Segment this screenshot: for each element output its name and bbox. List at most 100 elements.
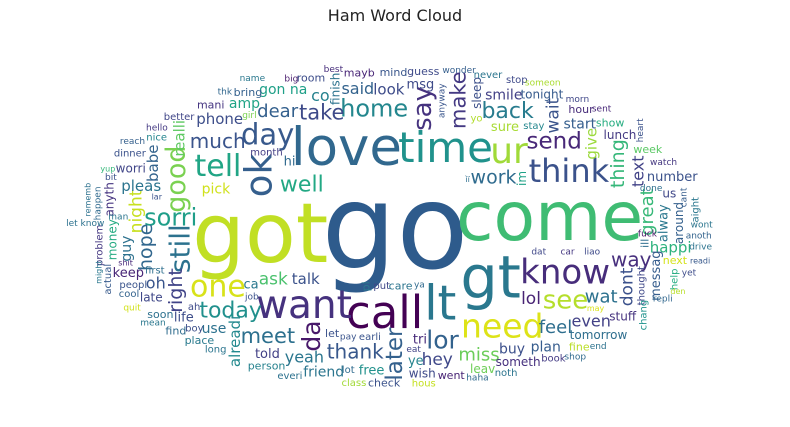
word-babe: babe xyxy=(144,144,162,181)
word-say: say xyxy=(408,86,438,131)
word-help: help xyxy=(670,269,681,291)
word-guy: guy xyxy=(119,236,135,262)
word-noth: noth xyxy=(495,368,518,379)
word-hi: hi xyxy=(284,155,296,170)
word-ask: ask xyxy=(259,270,288,290)
word-place: place xyxy=(185,334,215,347)
word-smile: smile xyxy=(485,87,522,103)
word-book: book xyxy=(541,354,566,365)
word-mani: mani xyxy=(197,98,224,111)
word-give: give xyxy=(582,128,600,160)
word-earli: earli xyxy=(359,332,381,343)
word-wonder: wonder xyxy=(442,66,476,76)
word-shit: shit xyxy=(118,259,133,268)
word-amp: amp xyxy=(229,96,260,112)
word-co: co xyxy=(311,86,330,105)
chart-title: Ham Word Cloud xyxy=(327,6,463,25)
word-cool: cool xyxy=(119,289,140,300)
word-lunch: lunch xyxy=(604,128,637,142)
word-ìï: ìï xyxy=(464,175,470,184)
word-want: want xyxy=(256,283,352,328)
word-im: im xyxy=(515,171,529,186)
word-man: man xyxy=(108,212,128,222)
word-stop: stop xyxy=(506,75,528,86)
word-msg: msg xyxy=(407,77,435,92)
word-show: show xyxy=(596,117,624,130)
word-phone: phone xyxy=(196,110,243,128)
word-keep: keep xyxy=(113,266,144,281)
word-girl: girl xyxy=(242,111,256,121)
word-may: may xyxy=(587,304,605,313)
word-class: class xyxy=(342,378,367,389)
word-everi: everi xyxy=(277,371,302,382)
word-mind: mind xyxy=(380,66,408,79)
word-number: number xyxy=(647,170,698,185)
word-next: next xyxy=(663,254,688,267)
word-ah: ah xyxy=(188,302,200,313)
word-leav: leav xyxy=(470,362,495,376)
word-finish: finish xyxy=(329,73,343,105)
word-well: well xyxy=(280,172,324,197)
word-tomorrow: tomorrow xyxy=(570,328,628,342)
word-aight: aight xyxy=(691,197,702,223)
word-put: put xyxy=(373,281,390,292)
word-happen: happen xyxy=(93,186,103,220)
word-stuff: stuff xyxy=(609,309,637,323)
word-hous: hous xyxy=(412,379,436,390)
word-later: later xyxy=(382,327,408,381)
word-ok: ok xyxy=(237,153,280,198)
word-tonight: tonight xyxy=(520,87,563,101)
word-us: us xyxy=(662,187,676,201)
word-thought: thought xyxy=(637,266,648,305)
word-sleep: sleep xyxy=(470,77,484,109)
word-free: free xyxy=(359,363,385,378)
word-morn: morn xyxy=(566,95,590,105)
word-done: done xyxy=(640,184,663,194)
word-anoth: anoth xyxy=(686,231,712,241)
word-yo: yo xyxy=(470,113,482,124)
word-bit: bit xyxy=(105,173,117,183)
word-late: late xyxy=(140,290,163,304)
word-money: money xyxy=(105,219,119,260)
word-tri: tri xyxy=(413,333,427,348)
word-repli: repli xyxy=(653,295,673,305)
word-ill: ill xyxy=(638,239,651,248)
word-ca: ca xyxy=(244,278,259,293)
word-peopl: peopl xyxy=(119,280,147,291)
word-anyth: anyth xyxy=(103,182,117,216)
word-someon: someon xyxy=(525,78,561,88)
word-dear: dear xyxy=(257,101,299,122)
word-gt: gt xyxy=(460,243,521,312)
word-sent: sent xyxy=(592,104,612,114)
word-haha: haha xyxy=(466,374,488,384)
word-care: care xyxy=(389,279,413,292)
word-drive: drive xyxy=(689,242,712,252)
word-car: car xyxy=(560,247,574,257)
word-yeah: yeah xyxy=(285,348,324,367)
word-fuck: fuck xyxy=(638,230,658,240)
word-send: send xyxy=(526,128,581,154)
word-still: still xyxy=(163,224,196,273)
word-went: went xyxy=(438,369,466,382)
word-said: said xyxy=(341,79,374,98)
word-lol: lol xyxy=(521,289,541,309)
word-stay: stay xyxy=(523,121,544,132)
word-room: room xyxy=(297,71,325,84)
word-let: let xyxy=(325,327,340,340)
word-oh: oh xyxy=(146,274,166,293)
word-da: da xyxy=(297,320,326,351)
word-need: need xyxy=(461,306,543,345)
word-lor: lor xyxy=(426,326,459,355)
word-call: call xyxy=(346,286,423,339)
word-hello: hello xyxy=(146,123,168,133)
word-yet: yet xyxy=(682,269,697,279)
word-around: around xyxy=(672,202,686,244)
word-better: better xyxy=(164,112,195,123)
word-yup: yup xyxy=(100,164,115,173)
word-ye: ye xyxy=(408,354,424,369)
word-life: life xyxy=(174,310,194,325)
word-tell: tell xyxy=(195,149,242,184)
word-never: never xyxy=(474,70,504,81)
word-long: long xyxy=(205,345,227,356)
word-worri: worri xyxy=(116,161,146,175)
